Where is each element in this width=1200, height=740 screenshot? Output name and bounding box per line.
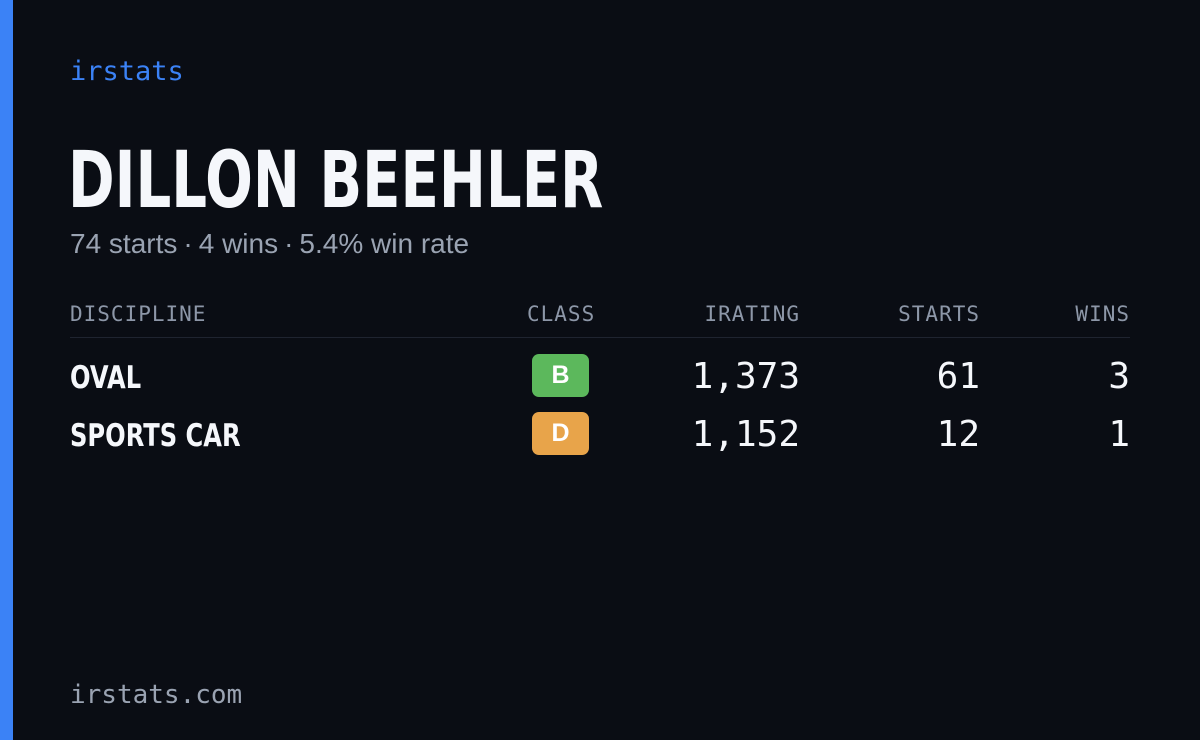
table-row: OVAL B 1,373 61 3 xyxy=(70,338,1130,397)
header-starts: STARTS xyxy=(898,302,980,326)
brand-logo-text: irstats xyxy=(70,56,184,87)
header-irating: IRATING xyxy=(704,302,800,326)
row-starts: 61 xyxy=(936,356,980,397)
header-wins: WINS xyxy=(1075,302,1130,326)
accent-bar xyxy=(0,0,13,740)
header-discipline: DISCIPLINE xyxy=(70,302,207,326)
table-header: DISCIPLINE CLASS IRATING STARTS WINS xyxy=(70,296,1130,338)
class-badge: D xyxy=(532,412,589,455)
player-name: DILLON BEEHLER xyxy=(68,136,604,226)
discipline-table: DISCIPLINE CLASS IRATING STARTS WINS OVA… xyxy=(70,296,1130,455)
row-wins: 3 xyxy=(1108,356,1130,397)
summary-starts: 74 starts xyxy=(70,228,178,259)
summary-separator: · xyxy=(183,228,193,259)
row-starts: 12 xyxy=(936,414,980,455)
row-irating: 1,373 xyxy=(691,356,800,397)
summary-wins: 4 wins xyxy=(198,228,279,259)
row-irating: 1,152 xyxy=(691,414,800,455)
row-wins: 1 xyxy=(1108,414,1130,455)
footer-domain: irstats.com xyxy=(70,680,243,710)
header-class: CLASS xyxy=(527,302,596,326)
table-row: SPORTS CAR D 1,152 12 1 xyxy=(70,396,1130,455)
row-discipline: SPORTS CAR xyxy=(70,418,241,454)
row-discipline: OVAL xyxy=(70,360,142,396)
career-summary: 74 starts · 4 wins · 5.4% win rate xyxy=(70,228,469,260)
class-badge: B xyxy=(532,354,589,397)
summary-separator: · xyxy=(284,228,294,259)
summary-win-rate: 5.4% win rate xyxy=(299,228,470,259)
